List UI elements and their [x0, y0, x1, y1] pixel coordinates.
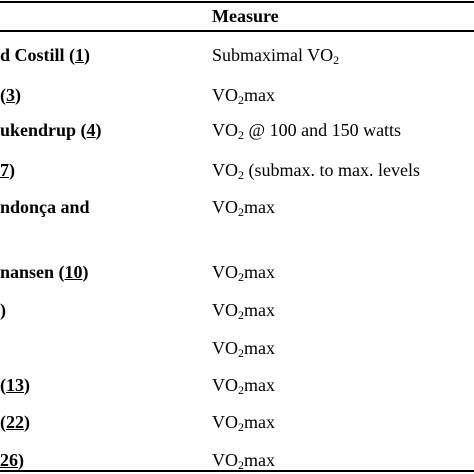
- measure-cell: VO2max: [212, 299, 275, 321]
- measure-text: Submaximal VO: [212, 45, 334, 65]
- measure-cell: VO2max: [212, 261, 275, 283]
- reference: 3: [6, 85, 15, 105]
- author-cell: ndonça and: [0, 196, 90, 218]
- subscript: 2: [238, 205, 244, 219]
- measure-cell: Submaximal VO2: [212, 44, 339, 66]
- measure-cell: VO2max: [212, 337, 275, 359]
- author-cell: (22): [0, 411, 30, 433]
- measure-cell: VO2 @ 100 and 150 watts: [212, 119, 401, 141]
- measure-text: @ 100 and 150 watts: [244, 120, 402, 140]
- author-end: ): [18, 450, 24, 470]
- measure-cell: VO2max: [212, 196, 275, 218]
- measure-text: VO: [212, 160, 238, 180]
- measure-text: (submax. to max. levels: [244, 160, 420, 180]
- author-name: (: [0, 375, 6, 395]
- author-end: ): [84, 45, 91, 65]
- measure-text: VO: [212, 197, 238, 217]
- author-end: ): [0, 300, 6, 320]
- measure-cell: VO2max: [212, 374, 275, 396]
- reference: 7: [0, 160, 9, 180]
- measure-text: VO: [212, 450, 238, 470]
- author-end: ): [95, 120, 102, 140]
- author-end: ): [82, 262, 89, 282]
- reference: 26: [0, 450, 18, 470]
- measure-cell: VO2 (submax. to max. levels: [212, 159, 420, 181]
- measure-text: VO: [212, 120, 238, 140]
- reference: 4: [86, 120, 96, 140]
- author-end: ): [24, 412, 30, 432]
- measure-text: VO: [212, 375, 238, 395]
- subscript: 2: [238, 458, 244, 472]
- author-end: ): [9, 160, 15, 180]
- author-name: nansen (: [0, 262, 65, 282]
- subscript: 2: [238, 420, 244, 434]
- subscript: 2: [238, 308, 244, 322]
- subscript: 2: [238, 383, 244, 397]
- measure-text: max: [244, 450, 275, 470]
- measure-cell: VO2max: [212, 449, 275, 471]
- subscript: 2: [238, 93, 244, 107]
- author-cell: nansen (10): [0, 261, 89, 283]
- measure-text: max: [244, 262, 275, 282]
- author-cell: ): [0, 299, 6, 321]
- measure-text: max: [244, 375, 275, 395]
- header-measure: Measure: [212, 6, 279, 26]
- reference: 13: [6, 375, 24, 395]
- measure-cell: VO2max: [212, 84, 275, 106]
- measure-text: VO: [212, 338, 238, 358]
- author-end: ): [15, 85, 21, 105]
- header-rule: [0, 30, 474, 32]
- measure-text: max: [244, 412, 275, 432]
- measure-text: max: [244, 338, 275, 358]
- author-cell: ukendrup (4): [0, 119, 102, 141]
- subscript: 2: [238, 270, 244, 284]
- reference: 10: [64, 262, 83, 282]
- author-cell: 7): [0, 159, 15, 181]
- bottom-rule: [0, 470, 474, 472]
- reference: 22: [6, 412, 24, 432]
- author-cell: (3): [0, 84, 21, 106]
- author-name: (: [0, 412, 6, 432]
- author-name: (: [0, 85, 6, 105]
- measure-text: VO: [212, 262, 238, 282]
- reference: 1: [75, 45, 85, 65]
- author-end: ): [24, 375, 30, 395]
- author-name: d Costill (: [0, 45, 76, 65]
- measure-cell: VO2max: [212, 411, 275, 433]
- measure-text: VO: [212, 300, 238, 320]
- author-name: ukendrup (: [0, 120, 87, 140]
- subscript: 2: [333, 53, 340, 67]
- measure-text: VO: [212, 85, 238, 105]
- measure-text: max: [244, 300, 275, 320]
- subscript: 2: [238, 346, 244, 360]
- measure-text: max: [244, 85, 275, 105]
- author-cell: d Costill (1): [0, 44, 90, 66]
- measure-text: VO: [212, 412, 238, 432]
- author-cell: (13): [0, 374, 30, 396]
- subscript: 2: [238, 128, 244, 142]
- author-name: ndonça and: [0, 197, 90, 217]
- measure-text: max: [244, 197, 275, 217]
- subscript: 2: [238, 168, 244, 182]
- author-cell: 26): [0, 449, 24, 471]
- top-rule: [0, 1, 474, 3]
